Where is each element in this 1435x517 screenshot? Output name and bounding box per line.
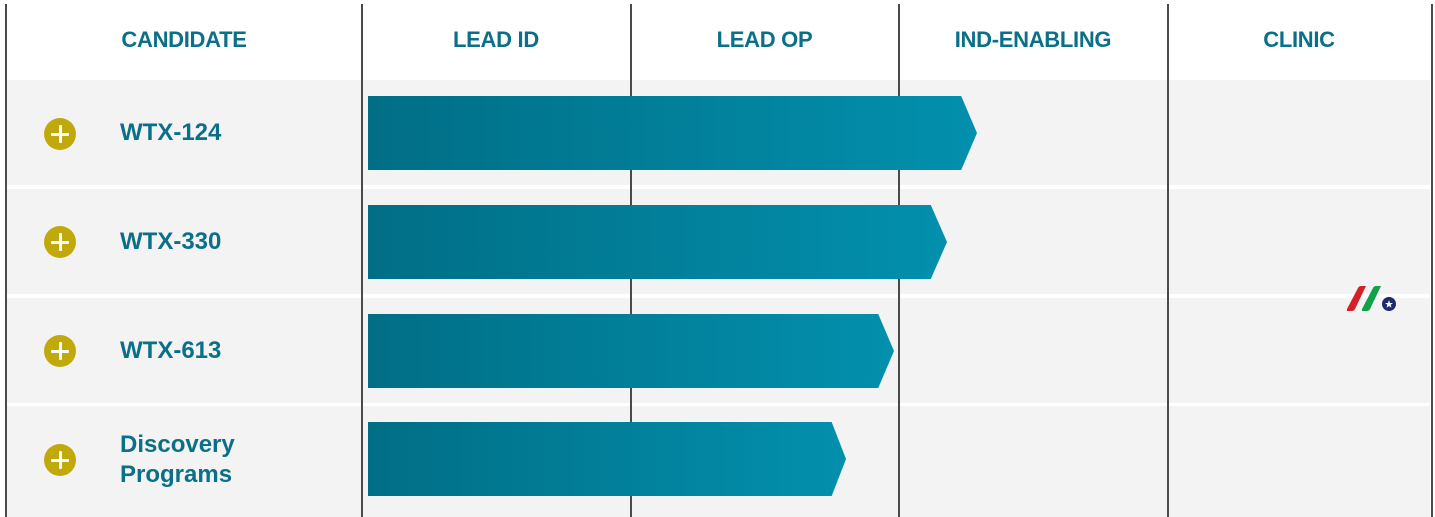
candidate-name: WTX-330 [120, 228, 222, 255]
expand-plus-icon[interactable] [44, 444, 76, 476]
candidate-name-line-2: Programs [120, 461, 233, 488]
expand-plus-icon[interactable] [44, 335, 76, 367]
candidate-name: Discovery Programs [120, 430, 235, 490]
candidate-name: WTX-613 [120, 337, 222, 364]
expand-plus-icon[interactable] [44, 226, 76, 258]
column-divider-right-edge [1431, 4, 1433, 517]
logo-icon [1347, 286, 1396, 311]
header-candidate: CANDIDATE [121, 27, 247, 52]
column-divider-candidate [361, 4, 363, 517]
progress-arrow-bar [368, 422, 846, 496]
candidate-name: WTX-124 [120, 119, 222, 146]
expand-plus-icon[interactable] [44, 118, 76, 150]
column-divider-left-edge [5, 4, 7, 517]
header-lead-id: LEAD ID [453, 27, 539, 52]
progress-arrow-bar [368, 314, 894, 388]
progress-arrow-bar [368, 205, 947, 279]
header-ind-enabling: IND-ENABLING [954, 27, 1112, 52]
header-lead-op: LEAD OP [716, 27, 813, 52]
header-clinic: CLINIC [1263, 27, 1335, 52]
progress-arrow-bar [368, 96, 977, 170]
candidate-name-line-1: Discovery [120, 431, 235, 458]
column-divider-ind-enabling [1167, 4, 1169, 517]
